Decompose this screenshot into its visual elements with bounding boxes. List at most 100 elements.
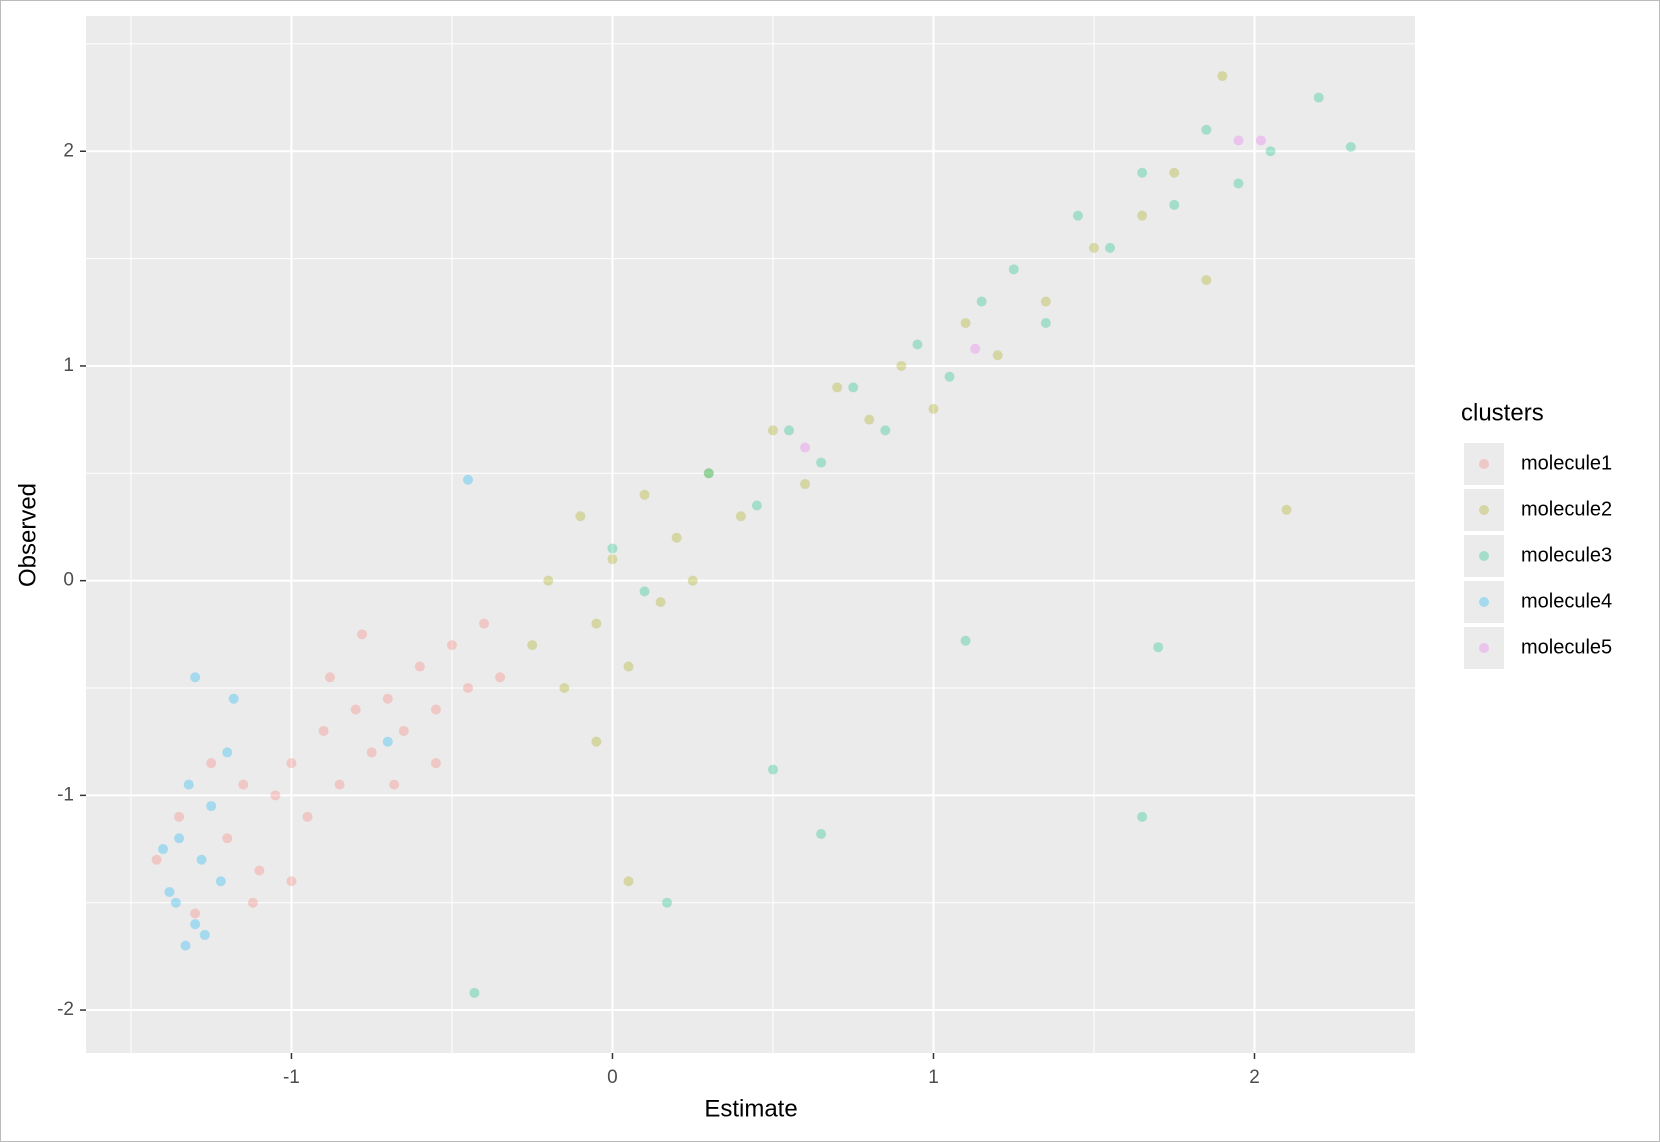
point [164,886,175,897]
point [463,474,474,485]
point [864,414,875,425]
point [623,661,634,672]
point [222,833,233,844]
point [1040,296,1051,307]
point [1169,167,1180,178]
point [286,876,297,887]
point [1088,242,1099,253]
point [976,296,987,307]
point [880,425,891,436]
point [190,908,201,919]
legend-label: molecule5 [1521,636,1612,658]
point [247,897,258,908]
y-tick-label: 1 [63,355,74,376]
point [623,876,634,887]
x-tick-label: -1 [283,1067,300,1088]
point [639,489,650,500]
point [1105,242,1116,253]
point [180,940,191,951]
x-axis-title: Estimate [704,1095,797,1122]
x-tick-label: 1 [928,1067,939,1088]
x-tick-label: 0 [607,1067,618,1088]
point [174,811,185,822]
point [767,425,778,436]
point [800,479,811,490]
y-tick-label: -1 [57,784,74,805]
legend-marker [1479,551,1489,561]
point [960,318,971,329]
point [1233,178,1244,189]
point [382,736,393,747]
point [960,635,971,646]
point [944,371,955,382]
point [430,704,441,715]
y-axis-title: Observed [14,483,41,587]
point [495,672,506,683]
point [1255,135,1266,146]
point [928,403,939,414]
point [479,618,490,629]
point [655,597,666,608]
point [389,779,400,790]
legend-label: molecule3 [1521,544,1612,566]
point [1169,199,1180,210]
point [912,339,923,350]
point [1265,146,1276,157]
point [575,511,586,522]
legend-label: molecule1 [1521,452,1612,474]
point [350,704,361,715]
point [816,457,827,468]
legend-label: molecule4 [1521,590,1612,612]
point [671,532,682,543]
point [1153,642,1164,653]
point [703,468,714,479]
point [228,693,239,704]
point [286,758,297,769]
legend-key [1464,581,1504,623]
legend-marker [1479,643,1489,653]
point [170,897,181,908]
point [270,790,281,801]
point [1281,504,1292,515]
point [1201,124,1212,135]
point [1345,141,1356,152]
point [414,661,425,672]
point [446,640,457,651]
y-tick-label: -2 [57,999,74,1020]
legend-marker [1479,597,1489,607]
point [687,575,698,586]
point [1313,92,1324,103]
point [662,897,673,908]
point [206,758,217,769]
legend-key [1464,627,1504,669]
legend-key [1464,443,1504,485]
point [559,683,570,694]
point [816,829,827,840]
y-tick-label: 0 [63,570,74,591]
legend-marker [1479,459,1489,469]
point [703,468,714,479]
point [1137,811,1148,822]
point [334,779,345,790]
point [222,747,233,758]
point [215,876,226,887]
point [183,779,194,790]
point [1040,318,1051,329]
point [302,811,313,822]
panel [86,16,1415,1053]
point [1137,167,1148,178]
point [735,511,746,522]
y-tick-label: 2 [63,140,74,161]
point [607,543,618,554]
point [151,854,162,865]
point [366,747,377,758]
legend-key [1464,489,1504,531]
point [1137,210,1148,221]
point [1233,135,1244,146]
point [382,693,393,704]
point [607,554,618,565]
point [896,360,907,371]
point [1201,275,1212,286]
